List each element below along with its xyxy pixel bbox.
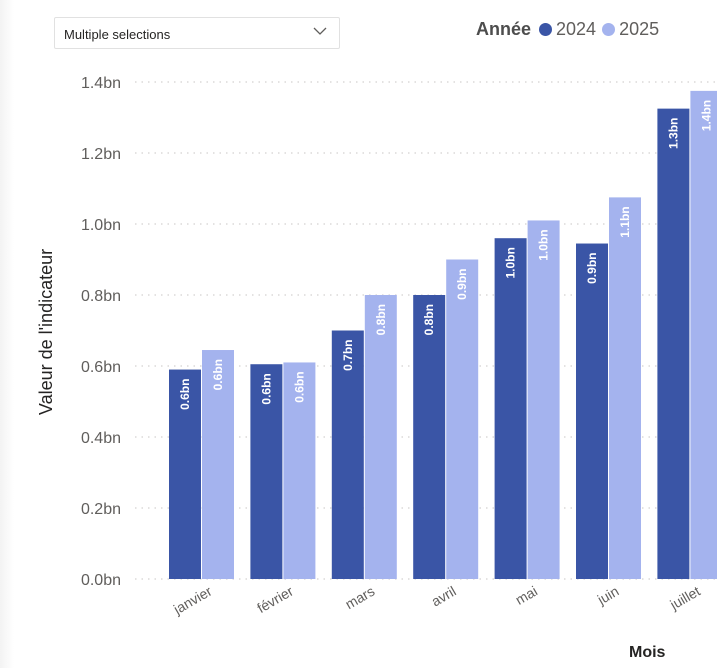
data-label: 1.4bn	[699, 100, 713, 131]
data-label: 0.7bn	[341, 340, 355, 371]
data-label: 0.9bn	[455, 269, 469, 300]
x-tick-label: avril	[428, 583, 458, 610]
month-slicer-dropdown[interactable]: Multiple selections	[54, 17, 340, 49]
bar-2024-avril[interactable]	[413, 295, 446, 579]
bar-2025-mai[interactable]	[527, 220, 560, 579]
chevron-down-icon[interactable]	[313, 26, 327, 36]
data-label: 0.8bn	[422, 304, 436, 335]
data-label: 0.6bn	[259, 373, 273, 404]
x-tick-label: mai	[513, 583, 541, 608]
bar-2024-mai[interactable]	[494, 238, 527, 579]
bar-2024-juillet[interactable]	[657, 108, 690, 579]
data-label: 1.0bn	[537, 229, 551, 260]
y-tick-label: 0.2bn	[81, 501, 121, 518]
legend-dot-icon	[602, 22, 616, 36]
legend-label: 2024	[556, 18, 597, 39]
bar-2024-juin[interactable]	[576, 243, 608, 579]
x-tick-label: janvier	[170, 583, 215, 618]
y-tick-label: 0.8bn	[81, 288, 121, 305]
y-tick-label: 0.0bn	[81, 572, 121, 589]
y-axis-title: Valeur de l'indicateur	[36, 249, 56, 415]
legend: Année 2024 2025	[476, 15, 665, 43]
bar-2024-février[interactable]	[250, 364, 283, 579]
bar-2025-janvier[interactable]	[202, 350, 234, 579]
data-label: 1.3bn	[666, 118, 680, 149]
bar-2025-février[interactable]	[283, 362, 316, 579]
x-axis-title: Mois	[629, 644, 666, 661]
x-tick-label: juin	[594, 583, 622, 608]
data-label: 1.1bn	[618, 206, 632, 237]
bar-2025-juillet[interactable]	[690, 90, 717, 579]
legend-item-2025[interactable]: 2025	[602, 19, 659, 40]
slicer-value: Multiple selections	[64, 27, 171, 42]
y-tick-label: 0.6bn	[81, 359, 121, 376]
y-tick-label: 1.0bn	[81, 217, 121, 234]
y-tick-label: 1.4bn	[81, 75, 121, 92]
y-tick-label: 0.4bn	[81, 430, 121, 447]
data-label: 1.0bn	[504, 247, 518, 278]
legend-title: Année	[476, 18, 532, 39]
data-label: 0.8bn	[374, 304, 388, 335]
canvas-edge	[0, 0, 14, 668]
legend-label: 2025	[619, 18, 660, 39]
data-label: 0.6bn	[211, 359, 225, 390]
data-label: 0.6bn	[292, 371, 306, 402]
bar-2024-janvier[interactable]	[169, 369, 201, 579]
bar-2025-mars[interactable]	[364, 295, 397, 579]
bar-2025-juin[interactable]	[609, 197, 641, 579]
data-label: 0.9bn	[585, 253, 599, 284]
x-tick-label: juillet	[666, 583, 703, 613]
x-tick-label: février	[254, 583, 296, 616]
bar-2025-avril[interactable]	[446, 259, 479, 580]
legend-dot-icon	[539, 22, 553, 36]
data-label: 0.6bn	[178, 379, 192, 410]
legend-item-2024[interactable]: 2024	[539, 19, 596, 40]
bar-2024-mars[interactable]	[331, 330, 364, 580]
y-tick-label: 1.2bn	[81, 146, 121, 163]
x-tick-label: mars	[342, 583, 377, 612]
